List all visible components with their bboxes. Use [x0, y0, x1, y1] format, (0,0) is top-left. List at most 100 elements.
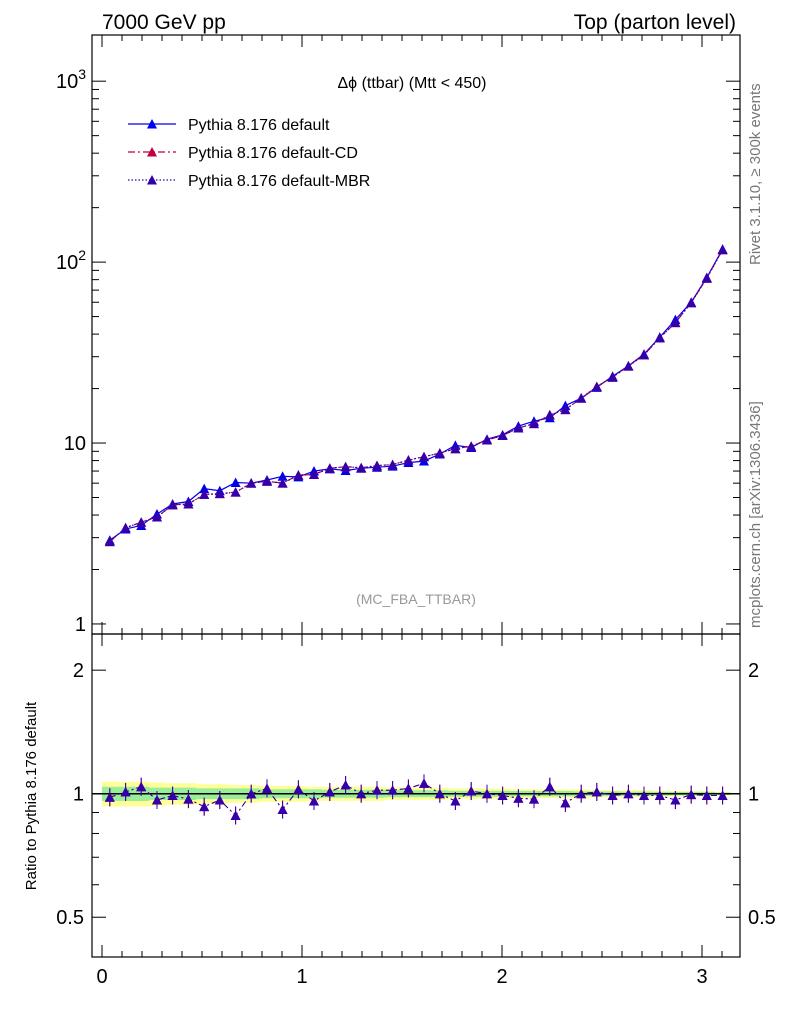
ratio-point — [497, 790, 508, 800]
ratio-point — [309, 795, 319, 806]
y-tick-label: 1 — [75, 614, 86, 636]
ratio-point — [482, 788, 492, 799]
ratio-point — [544, 781, 555, 792]
ratio-panel: 0.5 0.5 1 1 2 2 0 1 2 3 Ratio to Pythia 8.176 def… — [23, 633, 776, 988]
data-point — [356, 462, 367, 473]
data-point — [199, 483, 210, 494]
ratio-point — [576, 788, 587, 799]
main-title: Δϕ (ttbar) (Mtt < 450) — [337, 75, 486, 92]
y-tick-label: 102 — [56, 247, 86, 274]
header-left: 7000 GeV pp — [102, 11, 226, 34]
main-axes: 1 10 102 103 — [56, 35, 740, 636]
ratio-frame — [91, 633, 741, 958]
ratio-y-tick-label: 1 — [73, 784, 84, 806]
ratio-point — [167, 790, 178, 800]
ratio-point — [623, 788, 634, 799]
legend-marker — [147, 119, 157, 129]
data-point — [340, 461, 351, 472]
data-point — [199, 489, 210, 499]
data-point — [544, 409, 555, 420]
ratio-point — [199, 801, 210, 812]
header-right: Top (parton level) — [574, 11, 736, 34]
ratio-point — [607, 790, 618, 800]
y-tick-label: 10 — [64, 433, 86, 455]
ratio-y-tick-label: 0.5 — [56, 907, 84, 929]
data-point — [497, 430, 508, 441]
legend-label: Pythia 8.176 default-MBR — [188, 173, 370, 190]
y-tick-label: 103 — [56, 66, 86, 93]
data-point — [309, 469, 319, 479]
ratio-y-tick-label-right: 1 — [748, 784, 759, 806]
ratio-point — [513, 793, 524, 803]
ratio-series-2 — [104, 774, 728, 825]
x-tick-label: 3 — [696, 966, 707, 988]
main-panel: 1 10 102 103 Δϕ (ttbar) (Mtt < 450) (MC_FBA… — [56, 34, 741, 636]
rivet-label: Rivet 3.1.10, ≥ 300k events — [747, 83, 764, 265]
analysis-tag: (MC_FBA_TTBAR) — [356, 591, 476, 607]
ratio-point — [419, 778, 429, 788]
mcplots-label: mcplots.cern.ch [arXiv:1306.3436] — [747, 401, 764, 628]
ratio-point — [356, 788, 367, 799]
x-tick-label: 2 — [496, 966, 507, 988]
data-point — [136, 517, 147, 527]
ratio-point — [277, 804, 288, 815]
data-point — [701, 273, 712, 283]
data-point — [450, 443, 461, 454]
data-point — [560, 404, 571, 415]
data-point — [403, 455, 414, 465]
data-point — [623, 361, 634, 371]
ratio-line — [109, 782, 723, 817]
x-tick-label: 0 — [96, 966, 107, 988]
ratio-axes: 0.5 0.5 1 1 2 2 0 1 2 3 — [56, 634, 776, 988]
legend: Pythia 8.176 default Pythia 8.176 default… — [128, 117, 370, 190]
data-point — [654, 332, 665, 343]
ratio-point — [717, 790, 728, 800]
ratio-point — [654, 790, 665, 800]
main-data-layer — [104, 244, 728, 547]
legend-label: Pythia 8.176 default-CD — [188, 145, 358, 162]
series-line — [109, 248, 724, 541]
data-point — [214, 488, 225, 499]
data-point — [686, 297, 697, 308]
data-point — [324, 463, 335, 473]
data-point — [104, 536, 115, 547]
ratio-point — [104, 792, 115, 802]
ratio-point — [529, 794, 539, 804]
series-2 — [104, 244, 728, 547]
data-point — [120, 522, 131, 533]
ratio-point — [293, 784, 304, 794]
data-point — [591, 381, 602, 392]
ratio-point — [686, 789, 697, 800]
ratio-point — [324, 786, 335, 797]
ratio-point — [450, 795, 461, 806]
ratio-y-tick-label: 2 — [73, 660, 84, 682]
data-point — [230, 477, 241, 488]
ratio-point — [560, 797, 571, 808]
ratio-point — [372, 785, 382, 795]
data-point — [293, 470, 304, 480]
data-point — [167, 499, 178, 510]
legend-marker — [147, 175, 157, 185]
data-point — [670, 317, 681, 328]
data-point — [607, 372, 618, 382]
legend-label: Pythia 8.176 default — [188, 117, 330, 134]
ratio-point — [230, 810, 241, 820]
ratio-point — [387, 785, 398, 795]
data-point — [576, 393, 587, 403]
ratio-point — [120, 786, 131, 797]
data-point — [482, 434, 492, 445]
data-point — [419, 451, 429, 462]
data-point — [372, 460, 382, 471]
ratio-point — [639, 790, 649, 800]
data-point — [230, 487, 241, 497]
data-point — [183, 499, 194, 509]
ratio-point — [591, 786, 602, 797]
series-1 — [104, 244, 728, 545]
data-point — [387, 459, 398, 470]
ratio-point — [434, 788, 445, 799]
ratio-point — [246, 788, 257, 799]
data-point — [277, 471, 288, 481]
ratio-point — [183, 794, 194, 804]
ratio-point — [152, 795, 162, 805]
